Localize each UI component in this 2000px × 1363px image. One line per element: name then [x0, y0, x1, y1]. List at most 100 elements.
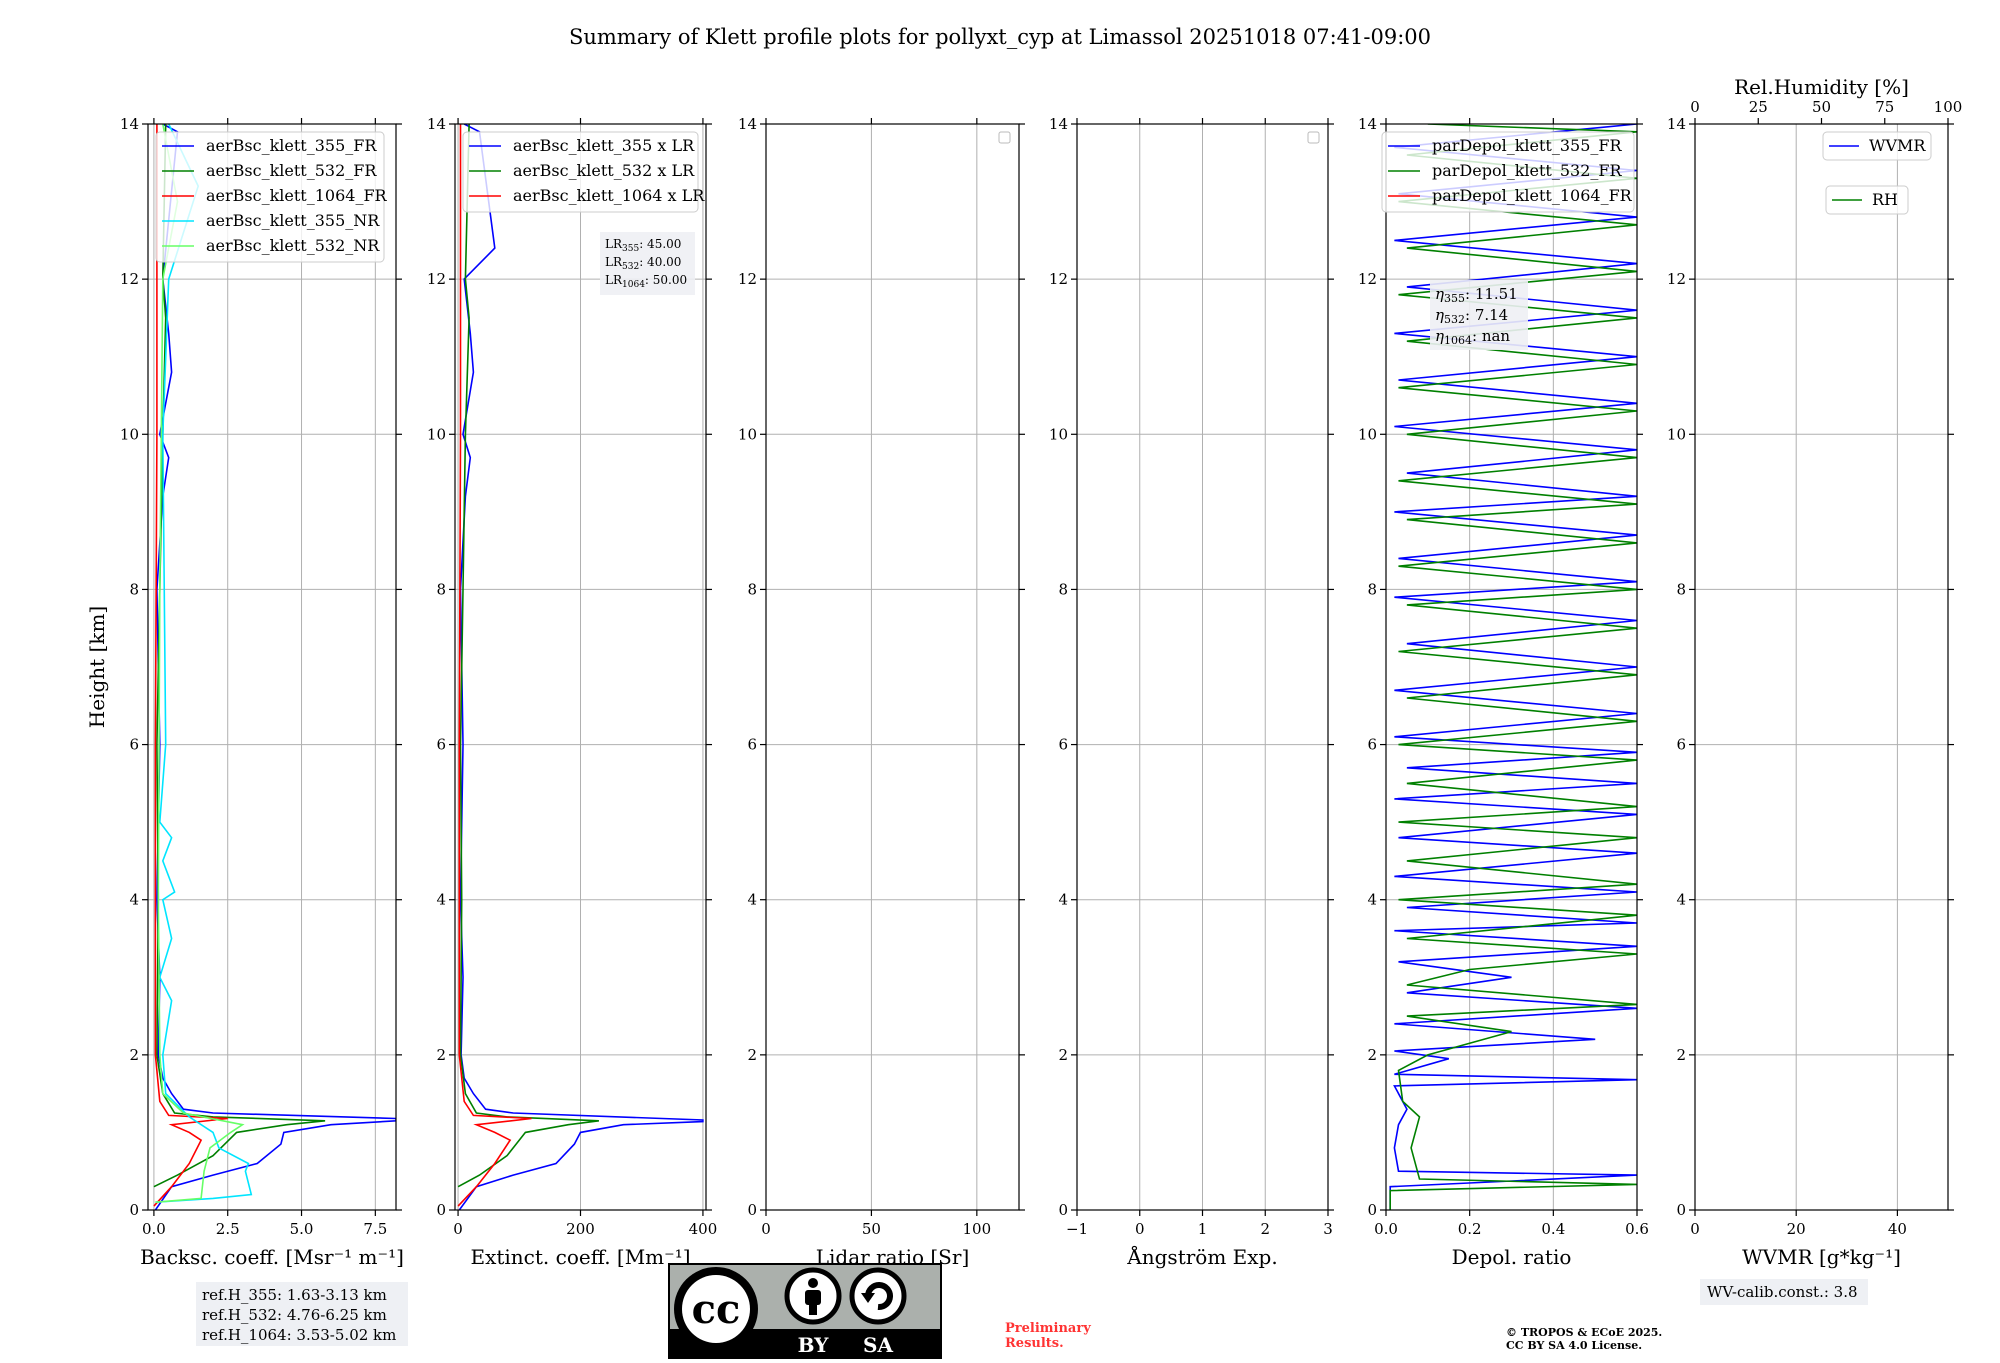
y-axis-label: Height [km]	[85, 606, 109, 728]
ytick-label-ang: 10	[1049, 425, 1068, 443]
xtick-label-ang: 0	[1135, 1220, 1145, 1238]
xtick-label-bsc: 5.0	[290, 1220, 314, 1238]
panel-ext: 0 2 4 6 8 10 12 14 0 200 400 Extinct. coeff. [Mm⁻¹]…	[427, 115, 717, 1269]
empty-legend-ang	[1307, 131, 1320, 144]
cc-sa-label: SA	[863, 1333, 893, 1357]
ytick-label-wv: 0	[1676, 1201, 1686, 1219]
xtick-label-dep: 0.4	[1541, 1220, 1565, 1238]
ytick-label-bsc: 10	[120, 425, 139, 443]
legend-entry-aerBsc_klett_355 x LR: aerBsc_klett_355 x LR	[513, 136, 695, 155]
footer: Preliminary Results. © TROPOS & ECoE 202…	[1005, 1321, 1662, 1352]
x2tick-label-wv: 25	[1749, 98, 1768, 116]
legend-ext	[462, 131, 699, 213]
ref-height-box	[196, 1282, 408, 1346]
xtick-label-bsc: 0.0	[142, 1220, 166, 1238]
copyright-line-1: © TROPOS & ECoE 2025.	[1506, 1326, 1662, 1339]
info-line-ext: LR355: 45.00	[605, 237, 681, 254]
legend-entry-aerBsc_klett_1064_FR: aerBsc_klett_1064_FR	[206, 186, 388, 205]
ytick-label-dep: 6	[1367, 736, 1377, 754]
legend-entry-aerBsc_klett_355_NR: aerBsc_klett_355_NR	[206, 211, 380, 230]
cc-logo-text: cc	[692, 1286, 741, 1333]
xtick-label-dep: 0.2	[1458, 1220, 1482, 1238]
x-axis-label-dep: Depol. ratio	[1452, 1245, 1572, 1269]
series-aerBsc_klett_532_FR	[153, 124, 326, 1188]
x2tick-label-wv: 100	[1934, 98, 1963, 116]
ytick-label-ext: 6	[436, 736, 446, 754]
ytick-label-dep: 10	[1358, 425, 1377, 443]
cc-by-sa-badge: cc BY SA	[668, 1263, 942, 1359]
ytick-label-lr: 0	[747, 1201, 757, 1219]
axes-frame-dep	[1385, 123, 1638, 1211]
ytick-label-bsc: 8	[129, 580, 139, 598]
ytick-label-dep: 12	[1358, 270, 1377, 288]
wv-calib-const: WV-calib.const.: 3.8	[1707, 1283, 1858, 1301]
x-axis-label-wv: WVMR [g*kg⁻¹]	[1742, 1245, 1901, 1269]
ytick-label-ext: 0	[436, 1201, 446, 1219]
copyright-line-2: CC BY SA 4.0 License.	[1506, 1339, 1642, 1352]
axes-frame-wv	[1694, 123, 1949, 1211]
x2tick-label-wv: 0	[1690, 98, 1700, 116]
x-axis-label-bsc: Backsc. coeff. [Msr⁻¹ m⁻¹]	[140, 1245, 404, 1269]
info-line-dep: η1064: nan	[1435, 327, 1510, 347]
ytick-label-bsc: 0	[129, 1201, 139, 1219]
xtick-label-ext: 200	[566, 1220, 595, 1238]
ytick-label-ext: 10	[427, 425, 446, 443]
ytick-label-ang: 6	[1058, 736, 1068, 754]
ytick-label-wv: 8	[1676, 580, 1686, 598]
series-parDepol_klett_532_FR	[1389, 124, 1637, 1210]
xtick-label-dep: 0.0	[1374, 1220, 1398, 1238]
preliminary-line-1: Preliminary	[1005, 1321, 1091, 1336]
legend-entry-aerBsc_klett_532_NR: aerBsc_klett_532_NR	[206, 236, 380, 255]
series-aerBsc_klett_355_NR	[155, 124, 253, 1203]
xtick-label-lr: 0	[761, 1220, 771, 1238]
ytick-label-bsc: 6	[129, 736, 139, 754]
xtick-label-wv: 20	[1787, 1220, 1806, 1238]
ytick-label-ext: 14	[427, 115, 446, 133]
ytick-label-ang: 8	[1058, 580, 1068, 598]
ytick-label-dep: 0	[1367, 1201, 1377, 1219]
ytick-label-ext: 2	[436, 1046, 446, 1064]
legend-entry-aerBsc_klett_1064 x LR: aerBsc_klett_1064 x LR	[513, 186, 705, 205]
ytick-label-ang: 4	[1058, 891, 1068, 909]
xtick-label-ext: 0	[453, 1220, 463, 1238]
xtick-label-ang: −1	[1066, 1220, 1088, 1238]
preliminary-line-2: Results.	[1005, 1336, 1064, 1351]
xtick-label-lr: 100	[963, 1220, 992, 1238]
legend-dep	[1381, 131, 1635, 213]
legend-entry-aerBsc_klett_355_FR: aerBsc_klett_355_FR	[206, 136, 377, 155]
ytick-label-lr: 14	[738, 115, 757, 133]
ytick-label-lr: 12	[738, 270, 757, 288]
legend-entry-aerBsc_klett_532 x LR: aerBsc_klett_532 x LR	[513, 161, 695, 180]
ytick-label-wv: 4	[1676, 891, 1686, 909]
legend-entry-parDepol_klett_355_FR: parDepol_klett_355_FR	[1432, 136, 1623, 155]
ytick-label-lr: 10	[738, 425, 757, 443]
panel-bsc: 0 2 4 6 8 10 12 14 0.0 2.5 5.0 7.5 Backsc. coeff. [M…	[120, 115, 408, 1346]
legend-entry-parDepol_klett_1064_FR: parDepol_klett_1064_FR	[1432, 186, 1633, 205]
ref-height-line: ref.H_355: 1.63-3.13 km	[202, 1286, 387, 1304]
series-aerBsc_klett_1064 x LR	[457, 124, 532, 1207]
legend-RH	[1825, 185, 1909, 215]
ytick-label-lr: 2	[747, 1046, 757, 1064]
xtick-label-wv: 0	[1690, 1220, 1700, 1238]
ytick-label-wv: 14	[1667, 115, 1686, 133]
series-aerBsc_klett_355_FR	[154, 124, 396, 1210]
xtick-label-lr: 50	[862, 1220, 881, 1238]
xtick-label-ext: 400	[689, 1220, 718, 1238]
ytick-label-wv: 2	[1676, 1046, 1686, 1064]
ytick-label-ext: 4	[436, 891, 446, 909]
ytick-label-ang: 0	[1058, 1201, 1068, 1219]
xtick-label-ang: 3	[1323, 1220, 1333, 1238]
xtick-label-ang: 2	[1260, 1220, 1270, 1238]
ytick-label-dep: 2	[1367, 1046, 1377, 1064]
legend-entry-aerBsc_klett_532_FR: aerBsc_klett_532_FR	[206, 161, 377, 180]
ytick-label-dep: 8	[1367, 580, 1377, 598]
ytick-label-ext: 8	[436, 580, 446, 598]
ref-height-line: ref.H_532: 4.76-6.25 km	[202, 1306, 387, 1324]
ref-height-line: ref.H_1064: 3.53-5.02 km	[202, 1326, 396, 1344]
panel-dep: 0 2 4 6 8 10 12 14 0.0 0.2 0.4 0.6 Depol. ratio parDe…	[1358, 115, 1649, 1269]
legend-entry-parDepol_klett_532_FR: parDepol_klett_532_FR	[1432, 161, 1623, 180]
x2-axis-label-wv: Rel.Humidity [%]	[1734, 75, 1909, 99]
